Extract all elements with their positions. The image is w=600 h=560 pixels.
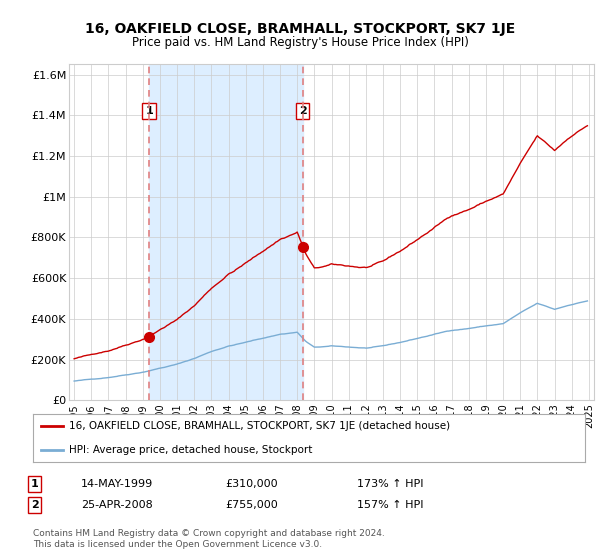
Text: 2: 2 <box>299 106 307 116</box>
Text: 25-APR-2008: 25-APR-2008 <box>81 500 153 510</box>
Bar <box>149 64 302 400</box>
Text: Contains HM Land Registry data © Crown copyright and database right 2024.
This d: Contains HM Land Registry data © Crown c… <box>33 529 385 549</box>
Text: 1: 1 <box>145 106 153 116</box>
Text: 1: 1 <box>31 479 38 489</box>
Text: 16, OAKFIELD CLOSE, BRAMHALL, STOCKPORT, SK7 1JE (detached house): 16, OAKFIELD CLOSE, BRAMHALL, STOCKPORT,… <box>69 421 450 431</box>
Text: £755,000: £755,000 <box>225 500 278 510</box>
Text: 157% ↑ HPI: 157% ↑ HPI <box>357 500 424 510</box>
Text: 14-MAY-1999: 14-MAY-1999 <box>81 479 153 489</box>
Text: Price paid vs. HM Land Registry's House Price Index (HPI): Price paid vs. HM Land Registry's House … <box>131 36 469 49</box>
Text: 173% ↑ HPI: 173% ↑ HPI <box>357 479 424 489</box>
Text: 2: 2 <box>31 500 38 510</box>
Text: HPI: Average price, detached house, Stockport: HPI: Average price, detached house, Stoc… <box>69 445 312 455</box>
Text: 16, OAKFIELD CLOSE, BRAMHALL, STOCKPORT, SK7 1JE: 16, OAKFIELD CLOSE, BRAMHALL, STOCKPORT,… <box>85 22 515 36</box>
Text: £310,000: £310,000 <box>225 479 278 489</box>
